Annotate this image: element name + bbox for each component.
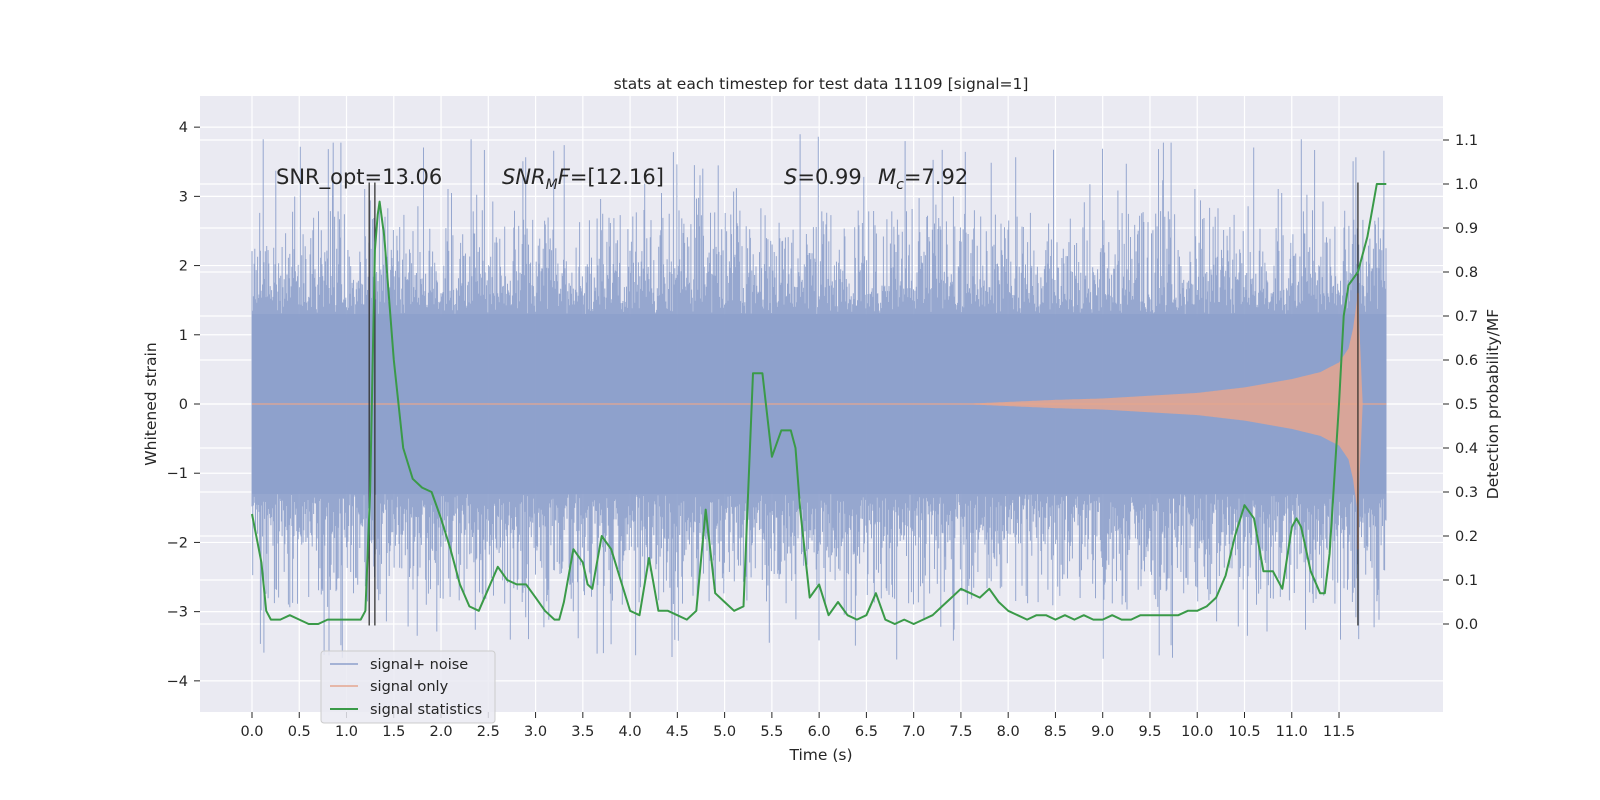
snr-opt-annotation: SNR_opt=13.06 — [276, 165, 442, 190]
y-right-tick-label: 0.1 — [1455, 573, 1478, 589]
y-axis-right-label: Detection probability/MF — [1484, 309, 1502, 500]
y-right-tick-label: 1.0 — [1455, 177, 1478, 193]
y-right-tick-label: 0.0 — [1455, 617, 1478, 633]
x-tick-label: 9.0 — [1091, 724, 1114, 740]
x-tick-label: 5.5 — [760, 724, 783, 740]
y-tick-label: 3 — [179, 189, 188, 205]
legend-box — [320, 650, 496, 724]
mc-symbol: M — [878, 165, 896, 189]
legend-label-signal-only: signal only — [370, 679, 449, 695]
snr-mf-value: =[12.16] — [570, 165, 664, 189]
s-symbol: S — [784, 165, 797, 189]
x-tick-label: 11.5 — [1323, 724, 1355, 740]
y-right-tick-label: 1.1 — [1455, 133, 1478, 149]
snr-mf-f: F — [558, 165, 571, 189]
x-tick-label: 1.0 — [335, 724, 358, 740]
x-tick-label: 7.5 — [949, 724, 972, 740]
x-tick-label: 4.5 — [666, 724, 689, 740]
axes: 0.0 0.5 1.0 1.5 2.0 2.5 3.0 3.5 4.0 4.5 5.0 5.5 6.0 6… — [167, 120, 1478, 740]
y-right-tick-label: 0.8 — [1455, 265, 1478, 281]
x-tick-label: 10.5 — [1228, 724, 1260, 740]
x-tick-label: 8.5 — [1044, 724, 1067, 740]
x-tick-label: 6.0 — [808, 724, 831, 740]
mc-annotation: Mc=7.92 — [878, 165, 968, 193]
x-tick-label: 2.0 — [430, 724, 453, 740]
legend-label-signal-noise: signal+ noise — [370, 657, 468, 673]
y-tick-label: 2 — [179, 259, 188, 275]
y-tick-label: −1 — [167, 466, 188, 482]
snr-mf-annotation: SNRMF=[12.16] — [502, 165, 664, 193]
x-tick-label: 1.5 — [382, 724, 405, 740]
x-tick-label: 3.0 — [524, 724, 547, 740]
x-tick-label: 8.0 — [997, 724, 1020, 740]
y-right-tick-label: 0.7 — [1455, 309, 1478, 325]
x-tick-label: 11.0 — [1276, 724, 1308, 740]
y-tick-label: 0 — [179, 397, 188, 413]
x-tick-label: 0.5 — [288, 724, 311, 740]
mc-value: =7.92 — [904, 165, 968, 189]
s-value: =0.99 — [797, 165, 861, 189]
x-tick-label: 4.0 — [619, 724, 642, 740]
y-tick-label: −2 — [167, 535, 188, 551]
x-tick-label: 10.0 — [1181, 724, 1213, 740]
noise-trace — [251, 134, 1387, 660]
x-tick-label: 5.0 — [713, 724, 736, 740]
x-tick-label: 9.5 — [1138, 724, 1161, 740]
x-tick-label: 3.5 — [571, 724, 594, 740]
x-axis-label: Time (s) — [788, 746, 852, 764]
y-right-tick-label: 0.9 — [1455, 221, 1478, 237]
snr-mf-subscript: M — [546, 177, 558, 193]
snr-mf-symbol: SNR — [502, 165, 546, 189]
y-right-tick-label: 0.6 — [1455, 353, 1478, 369]
s-annotation: S=0.99 — [784, 165, 862, 189]
y-right-tick-label: 0.2 — [1455, 529, 1478, 545]
statistics-line — [251, 183, 1387, 625]
y-tick-label: 1 — [179, 328, 188, 344]
y-right-tick-label: 0.5 — [1455, 397, 1478, 413]
mc-subscript: c — [896, 177, 904, 193]
y-tick-label: −4 — [167, 674, 188, 690]
legend: signal+ noise signal only signal statist… — [320, 650, 496, 724]
chart-title: stats at each timestep for test data 111… — [614, 75, 1029, 93]
y-right-tick-label: 0.3 — [1455, 485, 1478, 501]
x-tick-label: 7.0 — [902, 724, 925, 740]
x-tick-label: 6.5 — [855, 724, 878, 740]
y-tick-label: 4 — [179, 120, 188, 136]
signal-statistics-series — [251, 183, 1387, 625]
legend-label-signal-statistics: signal statistics — [370, 702, 482, 718]
x-tick-label: 0.0 — [240, 724, 263, 740]
y-axis-label: Whitened strain — [142, 342, 160, 465]
y-right-tick-label: 0.4 — [1455, 441, 1478, 457]
x-tick-label: 2.5 — [477, 724, 500, 740]
y-tick-label: −3 — [167, 605, 188, 621]
